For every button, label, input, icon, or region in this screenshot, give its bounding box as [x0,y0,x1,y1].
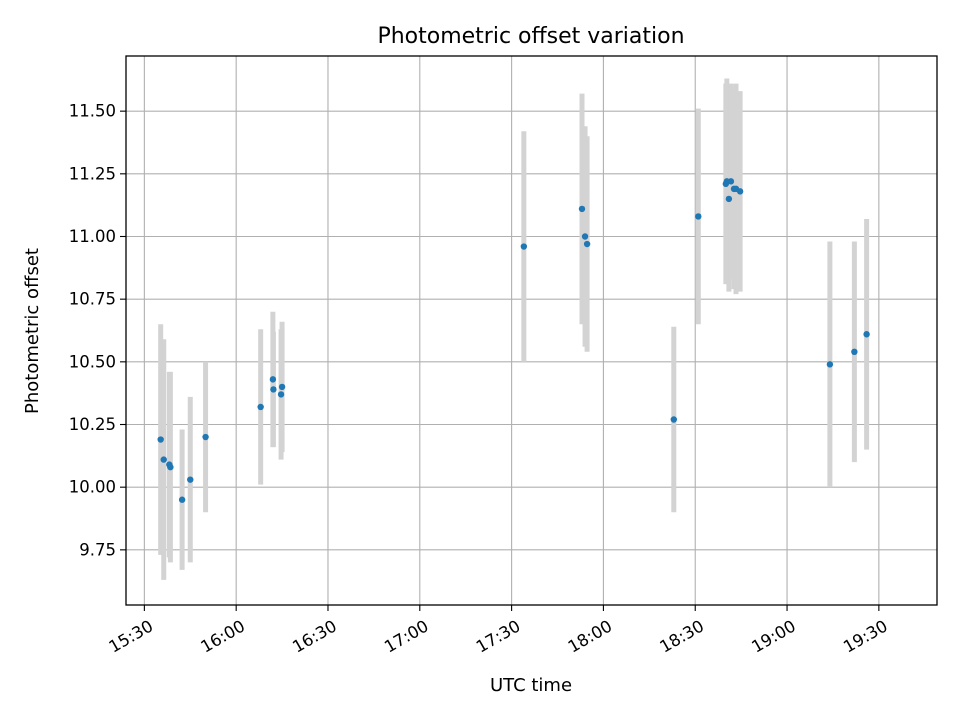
x-tick-label: 17:00 [381,616,432,656]
grid-lines [126,56,937,605]
data-point [270,386,277,393]
y-tick-label: 11.50 [69,102,116,121]
data-point [583,240,591,248]
data-point [670,416,678,423]
y-tick-label: 11.00 [69,227,116,246]
x-tick-label: 16:00 [197,616,248,656]
data-point [725,195,733,203]
data-point [160,456,167,463]
data-points [157,178,870,503]
data-point [157,436,164,443]
x-axis-label: UTC time [490,675,572,696]
data-point [520,243,528,250]
data-point [269,376,277,383]
data-point [178,496,186,503]
data-point [277,391,285,398]
data-point [202,433,209,441]
x-tick-label: 19:00 [748,616,799,656]
y-tick-label: 10.00 [69,478,116,497]
x-tick-label: 16:30 [289,616,340,656]
x-tick-label: 18:00 [565,616,616,656]
data-point [851,348,858,356]
data-point [581,233,589,240]
error-bars [158,78,870,580]
y-tick-label: 11.25 [69,164,116,183]
data-point [736,188,744,195]
data-point [695,213,702,220]
data-point [187,476,194,483]
data-point [278,383,286,391]
data-point [826,361,834,368]
data-point [578,205,586,213]
x-tick-label: 18:30 [657,616,708,656]
y-axis-label: Photometric offset [22,248,43,414]
data-point [863,331,870,338]
x-tick-label: 19:30 [840,616,891,656]
data-point [257,403,264,411]
x-tick-label: 17:30 [473,616,524,656]
y-tick-label: 9.75 [79,540,116,559]
chart-title: Photometric offset variation [377,24,684,49]
y-tick-label: 10.75 [69,290,116,309]
x-tick-label: 15:30 [106,616,157,656]
plot-frame [125,55,938,606]
data-point [167,463,174,471]
y-tick-label: 10.25 [69,415,116,434]
axis-ticks: 15:30 16:00 16:30 17:00 17:30 18:00 18:30 19:00… [69,102,891,657]
data-point [727,178,735,185]
y-tick-label: 10.50 [69,352,116,371]
